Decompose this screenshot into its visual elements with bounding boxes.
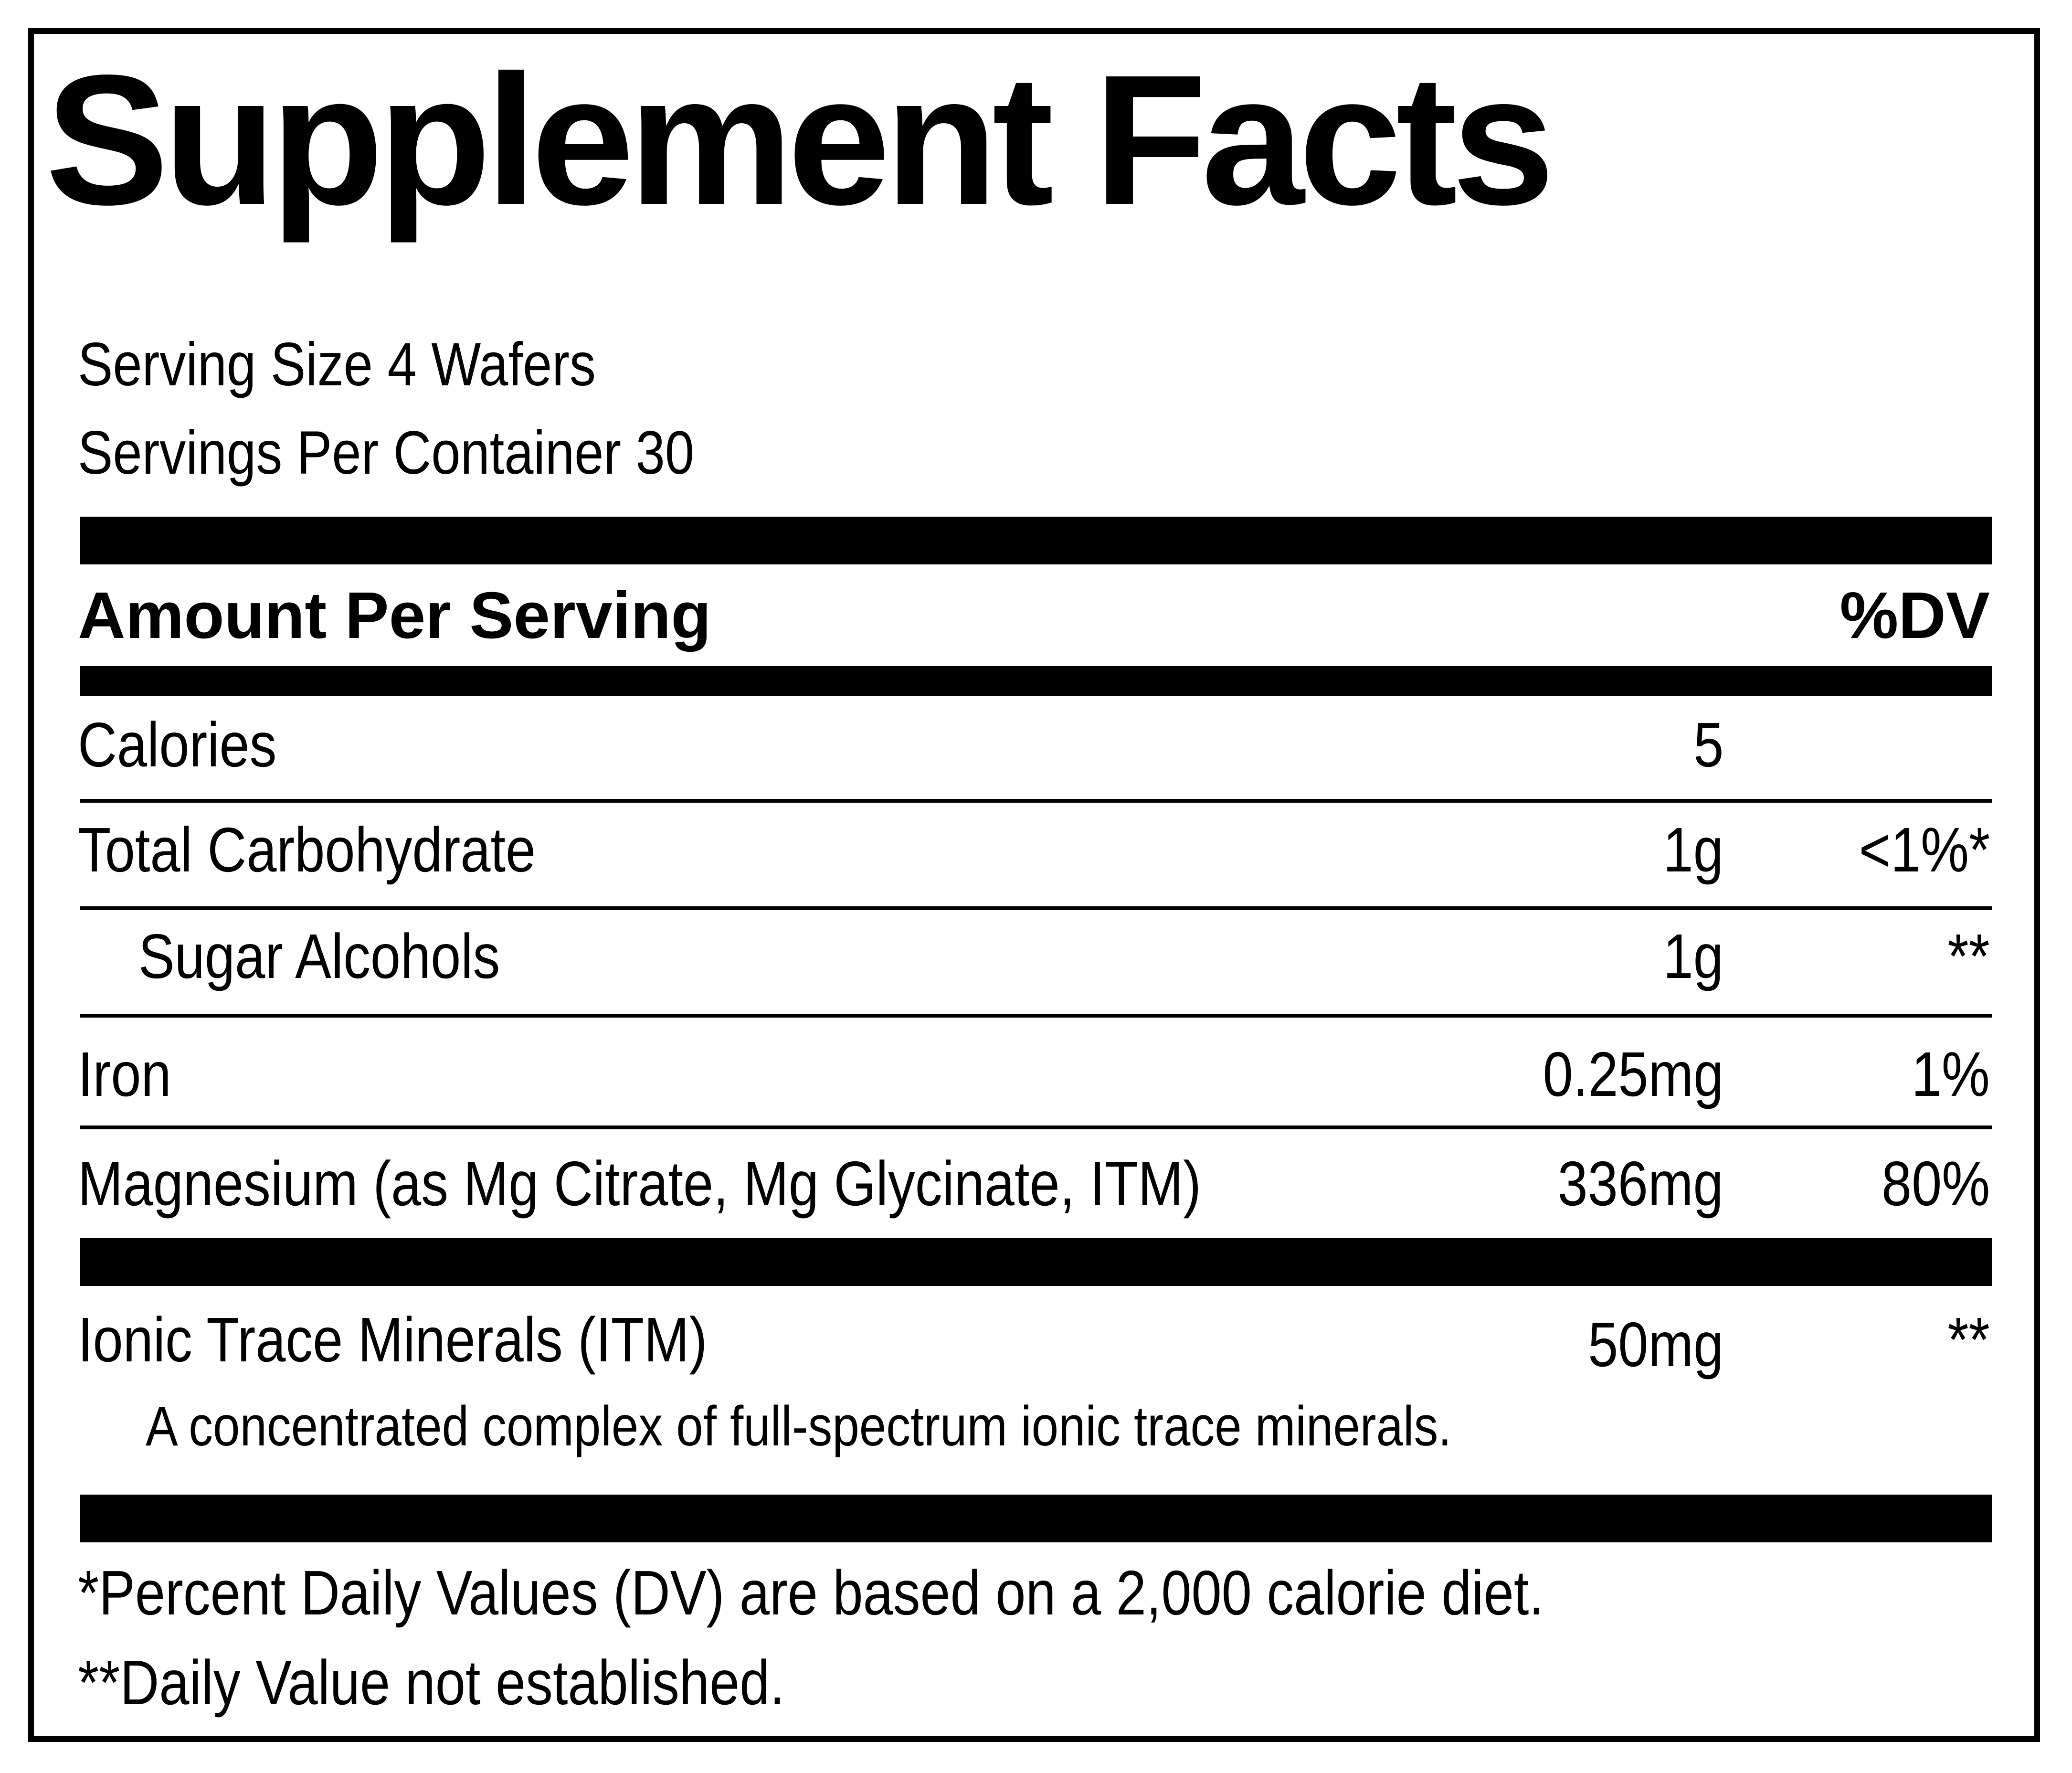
blend-description: A concentrated complex of full-spectrum … [146,1395,1452,1458]
nutrient-label-total-carbohydrate: Total Carbohydrate [78,815,536,885]
thick-divider-top [80,517,1992,564]
nutrient-dv-total-carbohydrate: <1%* [1859,815,1990,885]
nutrient-dv-sugar-alcohols: ** [1947,921,1990,991]
footnote-daily-value-not-established: **Daily Value not established. [78,1647,785,1718]
nutrient-dv-iron: 1% [1911,1039,1990,1109]
servings-per-container: Servings Per Container 30 [78,419,695,487]
supplement-facts-panel [28,28,2040,1742]
blend-amount: 50mg [1588,1309,1723,1380]
row-divider [80,1125,1992,1129]
daily-value-header: %DV [1839,579,1990,652]
nutrient-label-magnesium: Magnesium (as Mg Citrate, Mg Glycinate, … [78,1148,1202,1219]
thick-divider-blend [80,1238,1992,1286]
serving-size: Serving Size 4 Wafers [78,330,596,399]
nutrient-amount-sugar-alcohols: 1g [1663,921,1723,991]
panel-title: Supplement Facts [45,37,1555,244]
thick-divider-header [80,666,1992,696]
blend-label: Ionic Trace Minerals (ITM) [78,1305,708,1375]
nutrient-label-sugar-alcohols: Sugar Alcohols [138,921,500,991]
nutrient-dv-magnesium: 80% [1881,1148,1990,1219]
row-divider [80,1014,1992,1018]
footnote-percent-daily-values: *Percent Daily Values (DV) are based on … [78,1558,1544,1628]
nutrient-amount-magnesium: 336mg [1557,1148,1723,1219]
nutrient-label-calories: Calories [78,710,277,780]
nutrient-amount-calories: 5 [1693,710,1723,780]
nutrient-amount-total-carbohydrate: 1g [1663,815,1723,885]
row-divider [80,799,1992,803]
thick-divider-bottom [80,1495,1992,1542]
nutrient-amount-iron: 0.25mg [1543,1039,1723,1109]
nutrient-label-iron: Iron [78,1039,171,1109]
row-divider [80,906,1992,910]
amount-per-serving-header: Amount Per Serving [78,579,711,652]
blend-dv: ** [1947,1305,1990,1375]
